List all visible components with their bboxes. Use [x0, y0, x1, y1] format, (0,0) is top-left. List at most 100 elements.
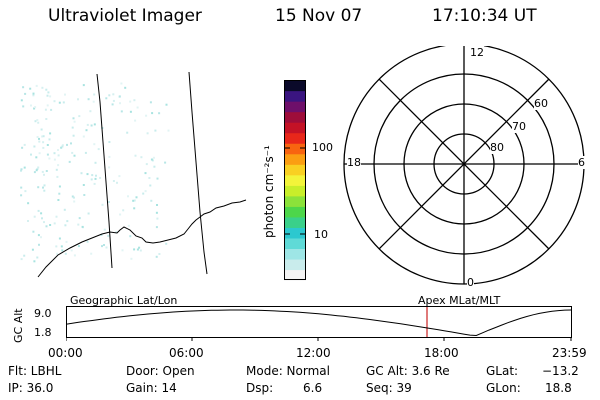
altitude-timeline-plot	[66, 306, 572, 341]
speckle	[90, 178, 93, 181]
speckle	[149, 184, 152, 187]
speckle	[87, 98, 90, 101]
speckle	[32, 92, 35, 95]
speckle	[135, 196, 138, 199]
speckle	[41, 170, 44, 173]
speckle	[61, 249, 64, 252]
colorbar-band	[284, 153, 306, 165]
speckle	[27, 202, 30, 205]
dsp-label: Dsp:	[246, 381, 274, 395]
speckle	[94, 161, 97, 164]
speckle	[142, 192, 145, 195]
speckle	[65, 240, 68, 243]
speckle	[133, 207, 136, 210]
colorbar-band	[284, 164, 306, 176]
speckle	[64, 93, 66, 96]
speckle	[155, 211, 158, 214]
speckle	[130, 257, 133, 260]
speckle	[21, 146, 24, 149]
speckle	[84, 151, 87, 154]
speckle	[45, 118, 48, 120]
speckle	[122, 209, 125, 212]
speckle	[23, 254, 26, 257]
speckle	[32, 230, 35, 233]
colorbar-band	[284, 101, 306, 113]
speckle	[92, 100, 95, 103]
speckle	[35, 84, 38, 87]
mlat-label-80: 80	[490, 141, 504, 154]
speckle	[95, 174, 97, 177]
speckle	[46, 144, 49, 146]
gc-alt-status: GC Alt: 3.6 Re	[366, 364, 450, 378]
speckle	[40, 236, 42, 239]
speckle	[30, 104, 32, 107]
speckle	[61, 144, 64, 147]
speckle	[57, 149, 59, 151]
speckle	[93, 93, 96, 96]
speckle	[108, 155, 111, 158]
colorbar-band	[284, 122, 306, 134]
speckle	[73, 120, 76, 123]
speckle	[20, 169, 22, 172]
speckle	[49, 95, 52, 98]
speckle	[64, 252, 67, 255]
speckle	[38, 243, 40, 246]
speckle	[47, 91, 50, 94]
speckle	[33, 171, 36, 174]
speckle	[62, 101, 65, 104]
speckle	[70, 249, 73, 252]
speckle	[82, 84, 85, 87]
speckle	[40, 128, 43, 131]
speckle	[78, 217, 81, 220]
speckle	[40, 212, 43, 215]
speckle	[29, 87, 32, 90]
speckle	[108, 166, 111, 169]
speckle	[133, 199, 136, 202]
speckle	[77, 98, 79, 101]
speckle	[103, 244, 105, 246]
speckle	[20, 194, 23, 197]
speckle	[103, 228, 106, 231]
speckle	[58, 237, 61, 240]
mlat-label-70: 70	[512, 120, 526, 133]
speckle	[129, 235, 132, 238]
speckle	[127, 224, 130, 227]
speckle	[118, 95, 121, 98]
speckle	[55, 168, 58, 171]
speckle	[41, 135, 43, 138]
speckle	[77, 223, 80, 226]
speckle	[112, 99, 115, 102]
speckle	[99, 176, 102, 179]
speckle	[97, 148, 100, 151]
gain-status: Gain: 14	[126, 381, 177, 395]
speckle	[146, 132, 149, 135]
speckle	[73, 200, 76, 203]
speckle	[115, 231, 118, 234]
speckle	[136, 248, 139, 251]
speckle	[38, 137, 40, 140]
speckle	[57, 199, 60, 201]
speckle	[63, 208, 66, 211]
colorbar-unit-label: photon cm⁻²s⁻¹	[262, 145, 276, 238]
speckle	[126, 131, 129, 134]
speckle	[41, 86, 44, 89]
speckle	[165, 242, 168, 245]
colorbar-band	[284, 248, 306, 260]
speckle	[37, 186, 40, 189]
speckle	[68, 160, 71, 163]
mlat-label-60: 60	[534, 97, 548, 110]
speckle	[111, 103, 114, 106]
speckle	[156, 217, 159, 220]
timeline-x-tick-0: 00:00	[48, 346, 83, 360]
speckle	[50, 108, 53, 111]
speckle	[107, 234, 110, 237]
colorbar-band	[284, 216, 306, 228]
speckle	[148, 177, 151, 179]
speckle	[132, 199, 135, 202]
speckle	[41, 217, 43, 220]
colorbar-gradient	[284, 80, 306, 281]
speckle	[93, 182, 96, 185]
speckle	[36, 136, 39, 138]
ip-status: IP: 36.0	[8, 381, 54, 395]
glon-value: 18.8	[545, 381, 572, 395]
